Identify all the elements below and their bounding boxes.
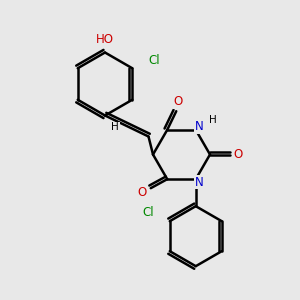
Text: H: H (112, 122, 119, 133)
Text: Cl: Cl (148, 54, 160, 67)
Text: H: H (209, 115, 217, 125)
Text: O: O (173, 95, 182, 108)
Text: Cl: Cl (142, 206, 154, 219)
Text: N: N (195, 176, 204, 189)
Text: O: O (137, 186, 146, 199)
Text: HO: HO (96, 33, 114, 46)
Text: O: O (234, 148, 243, 161)
Text: N: N (195, 120, 204, 133)
